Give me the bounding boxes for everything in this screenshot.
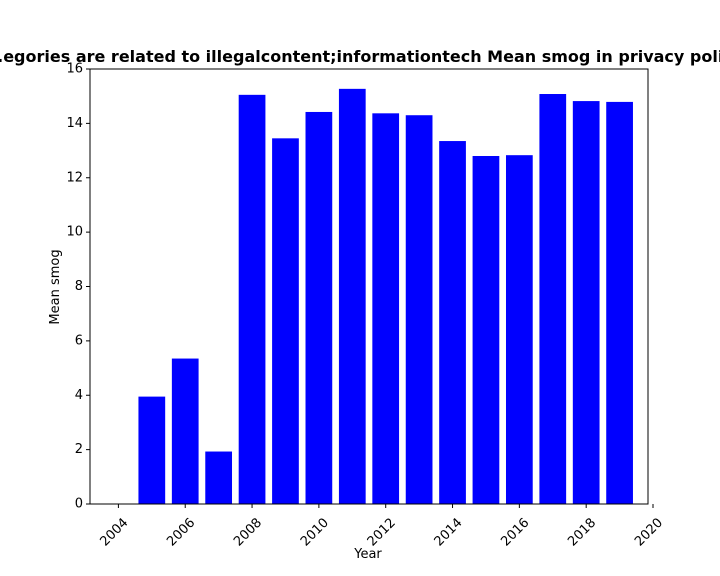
y-tick-label-0: 0	[75, 497, 83, 512]
y-axis-ticks: 0 2 4 6 8 10 12 14 16	[66, 62, 90, 512]
bar-2011	[338, 88, 366, 504]
bar-2015	[472, 156, 500, 504]
y-tick-label-10: 10	[66, 225, 83, 240]
x-tick-label-2004: 2004	[97, 515, 131, 549]
bar-2018	[572, 101, 600, 504]
bar-2017	[539, 94, 567, 504]
y-tick-label-14: 14	[66, 116, 83, 131]
x-tick-label-2006: 2006	[164, 515, 198, 549]
bar-2014	[439, 141, 466, 505]
bar-2007	[205, 451, 233, 504]
y-tick-label-12: 12	[66, 170, 83, 185]
bar-2009	[272, 138, 299, 504]
bar-2016	[505, 155, 533, 504]
bar-2006	[171, 358, 199, 504]
y-tick-label-4: 4	[75, 388, 83, 403]
x-tick-label-2010: 2010	[298, 515, 332, 549]
x-tick-label-2014: 2014	[432, 515, 466, 549]
x-tick-label-2008: 2008	[231, 515, 265, 549]
y-tick-label-6: 6	[75, 333, 83, 348]
bar-2005	[138, 396, 166, 504]
x-axis-ticks: 2004 2006 2008 2010 2012 2014 2016 2018 2020	[97, 504, 666, 549]
x-tick-label-2020: 2020	[632, 515, 666, 549]
x-tick-label-2018: 2018	[565, 515, 599, 549]
bar-2019	[606, 101, 633, 505]
y-tick-label-2: 2	[75, 442, 83, 457]
bar-2013	[405, 115, 433, 504]
plot-frame	[89, 68, 649, 505]
chart-title: ...egories are related to illegalcontent…	[0, 47, 720, 66]
bar-group	[138, 88, 633, 505]
bar-2012	[372, 113, 400, 504]
y-axis-label: Mean smog	[48, 249, 63, 324]
bar-2010	[305, 111, 333, 505]
x-axis-label: Year	[353, 547, 382, 562]
y-tick-label-16: 16	[66, 62, 83, 77]
y-tick-label-8: 8	[75, 279, 83, 294]
bar-2008	[238, 94, 266, 504]
x-tick-label-2012: 2012	[365, 515, 399, 549]
x-tick-label-2016: 2016	[498, 515, 532, 549]
